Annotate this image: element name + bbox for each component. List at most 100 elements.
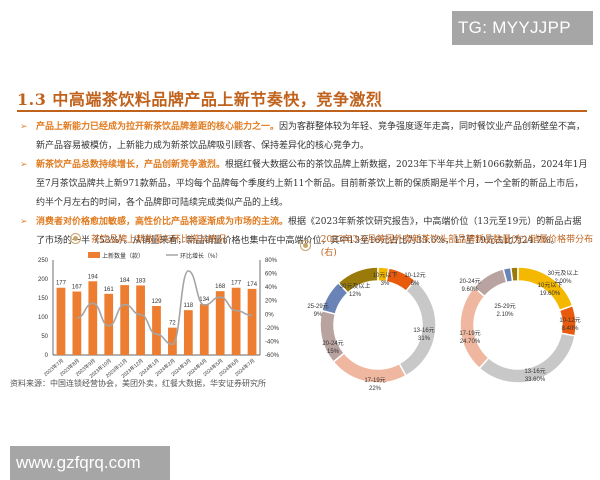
watermark-top: TG: MYYJJPP (452, 11, 593, 45)
bar (168, 327, 177, 355)
title-divider (17, 110, 587, 112)
donut-label: 10元以下 (538, 282, 563, 289)
donut-slice (478, 332, 576, 384)
bullet-item: ➢ 新茶饮产品总数持续增长，产品创新竞争激烈。根据红餐大数据公布的茶饮品牌上新数… (18, 156, 588, 213)
donut-label: 30元及以上 (340, 282, 371, 290)
y-left-tick: 50 (41, 334, 48, 340)
donut-value: 22% (369, 386, 382, 392)
donut-chart-left: 10元以下 3% 10-12元 8% 13-16元 31% 17-19元 22% 20-24元 1… (307, 266, 437, 392)
donut-slice (459, 286, 490, 370)
bar (56, 287, 66, 355)
donut-label: 10-12元 (404, 272, 425, 279)
bar-value-label: 168 (215, 284, 226, 290)
donut-value: 24.70% (460, 339, 481, 345)
y-right-tick: 80% (265, 258, 278, 264)
y-right-tick: 60% (265, 272, 278, 278)
y-right-tick: 20% (265, 299, 278, 305)
donut-label: 10元以下 (373, 272, 398, 279)
bullet-highlight: 消费者对价格愈加敏感，高性价比产品将逐渐成为市场的主流。 (36, 217, 289, 227)
legend-label-bar: 上新数量（款） (102, 252, 144, 260)
donut-label: 20-24元 (459, 278, 480, 285)
watermark-bottom: www.gzfqrq.com (10, 446, 170, 480)
bullet-item: ➢ 产品上新能力已经成为拉开新茶饮品牌差距的核心能力之一。因为客群整体较为年轻、… (18, 118, 588, 156)
y-left-tick: 150 (38, 296, 49, 302)
donut-value: 15% (327, 349, 340, 355)
mom-growth-line (76, 270, 253, 346)
bar (136, 285, 145, 355)
bar-line-chart: 上新数量（款） 环比增长（%） 0 50 100 150 200 250 -60% -40% -20… (38, 252, 280, 380)
y-right-tick: -40% (265, 339, 280, 345)
y-right-tick: -20% (265, 326, 280, 332)
bar (120, 285, 130, 355)
bar-value-label: 129 (151, 299, 162, 305)
donut-value: 2.10% (496, 312, 514, 318)
bullet-list: ➢ 产品上新能力已经成为拉开新茶饮品牌差距的核心能力之一。因为客群整体较为年轻、… (18, 118, 588, 251)
donut-label: 13-16元 (413, 327, 434, 334)
y-left-tick: 200 (38, 277, 49, 283)
bar (247, 288, 257, 355)
right-chart-title-text: 2023年3-6月美团外卖新茶饮头部品牌新品数量(左)/销量价格带分布(右) (320, 235, 594, 258)
donut-label: 20-24元 (322, 340, 343, 347)
y-left-tick: 0 (45, 353, 49, 359)
y-right-tick: -60% (265, 353, 280, 359)
donut-value: 12% (349, 292, 362, 298)
bar-value-label: 167 (72, 285, 83, 291)
y-right-tick: 40% (265, 285, 278, 291)
y-left-tick: 100 (38, 315, 49, 321)
arrow-bullet-icon: ➢ (20, 122, 28, 132)
bullet-item: ➢ 消费者对价格愈加敏感，高性价比产品将逐渐成为市场的主流。根据《2023年新茶… (18, 213, 588, 251)
bar (88, 281, 98, 355)
bar (231, 287, 241, 355)
donut-value: 8.40% (561, 326, 579, 332)
bullet-body: 根据《2023年新茶饮研究报告》，中高端价位（13元至19元）的新品占据了市场的… (36, 217, 582, 246)
donut-value: 9.60% (461, 287, 479, 293)
bar (104, 293, 114, 355)
bar (215, 291, 225, 355)
bar-value-label: 174 (247, 282, 258, 288)
bar-value-label: 177 (56, 281, 67, 287)
donut-label: 30元及以上 (548, 269, 579, 277)
donut-label: 13-16元 (524, 368, 545, 375)
donut-slice (320, 281, 349, 315)
donut-value: 33.60% (525, 377, 546, 383)
donut-value: 8% (411, 281, 420, 287)
bar (72, 291, 82, 355)
donut-label: 17-19元 (364, 377, 385, 384)
arrow-bullet-icon: ➢ (20, 217, 28, 227)
legend-label-line: 环比增长（%） (180, 252, 221, 260)
y-right-tick: 0% (265, 312, 274, 318)
target-bullet-icon (300, 239, 311, 251)
bar-value-label: 134 (199, 297, 210, 303)
donut-value: 19.60% (540, 291, 561, 297)
left-chart-title: 茶饮品牌上新数量与环比增长情况 (70, 232, 226, 245)
arrow-bullet-icon: ➢ (20, 160, 28, 170)
donut-value: 3% (381, 281, 390, 287)
right-chart-title: 2023年3-6月美团外卖新茶饮头部品牌新品数量(左)/销量价格带分布(右) (300, 232, 600, 258)
y-left-tick: 250 (38, 258, 49, 264)
bar-value-label: 161 (104, 287, 115, 293)
donut-label: 10-12元 (559, 317, 580, 324)
bar-value-label: 194 (88, 274, 99, 280)
bullet-highlight: 新茶饮产品总数持续增长，产品创新竞争激烈。 (36, 160, 226, 170)
bar-value-label: 184 (120, 278, 131, 284)
donut-value: 2.00% (554, 279, 572, 285)
bullet-body: 因为客群整体较为年轻、竞争强度逐年走高，同时餐饮业产品创新壁垒不高，新产品容易被… (36, 122, 586, 151)
bar (183, 310, 193, 355)
bar-value-label: 177 (231, 281, 242, 287)
bar-value-label: 118 (184, 303, 194, 309)
donut-label: 25-29元 (307, 303, 328, 310)
donut-value: 9% (314, 312, 323, 318)
bar (199, 304, 209, 355)
legend-swatch-bar (88, 252, 100, 258)
bar-value-label: 72 (169, 321, 176, 327)
donut-label: 17-19元 (459, 330, 480, 337)
section-title: 1.3 中高端茶饮料品牌产品上新节奏快，竞争激烈 (17, 90, 383, 109)
left-chart-title-text: 茶饮品牌上新数量与环比增长情况 (91, 235, 227, 245)
target-bullet-icon (70, 233, 81, 244)
donut-label: 25-29元 (494, 303, 515, 310)
bullet-highlight: 产品上新能力已经成为拉开新茶饮品牌差距的核心能力之一。 (36, 122, 280, 132)
bar-value-label: 183 (136, 278, 147, 284)
donut-value: 31% (418, 336, 431, 342)
donut-chart-right: 10元以下 19.60% 10-12元 8.40% 13-16元 33.60% 17-19元… (459, 266, 581, 384)
source-note: 资料来源：中国连锁经营协会，美团外卖，红餐大数据，华安证券研究所 (10, 379, 266, 388)
